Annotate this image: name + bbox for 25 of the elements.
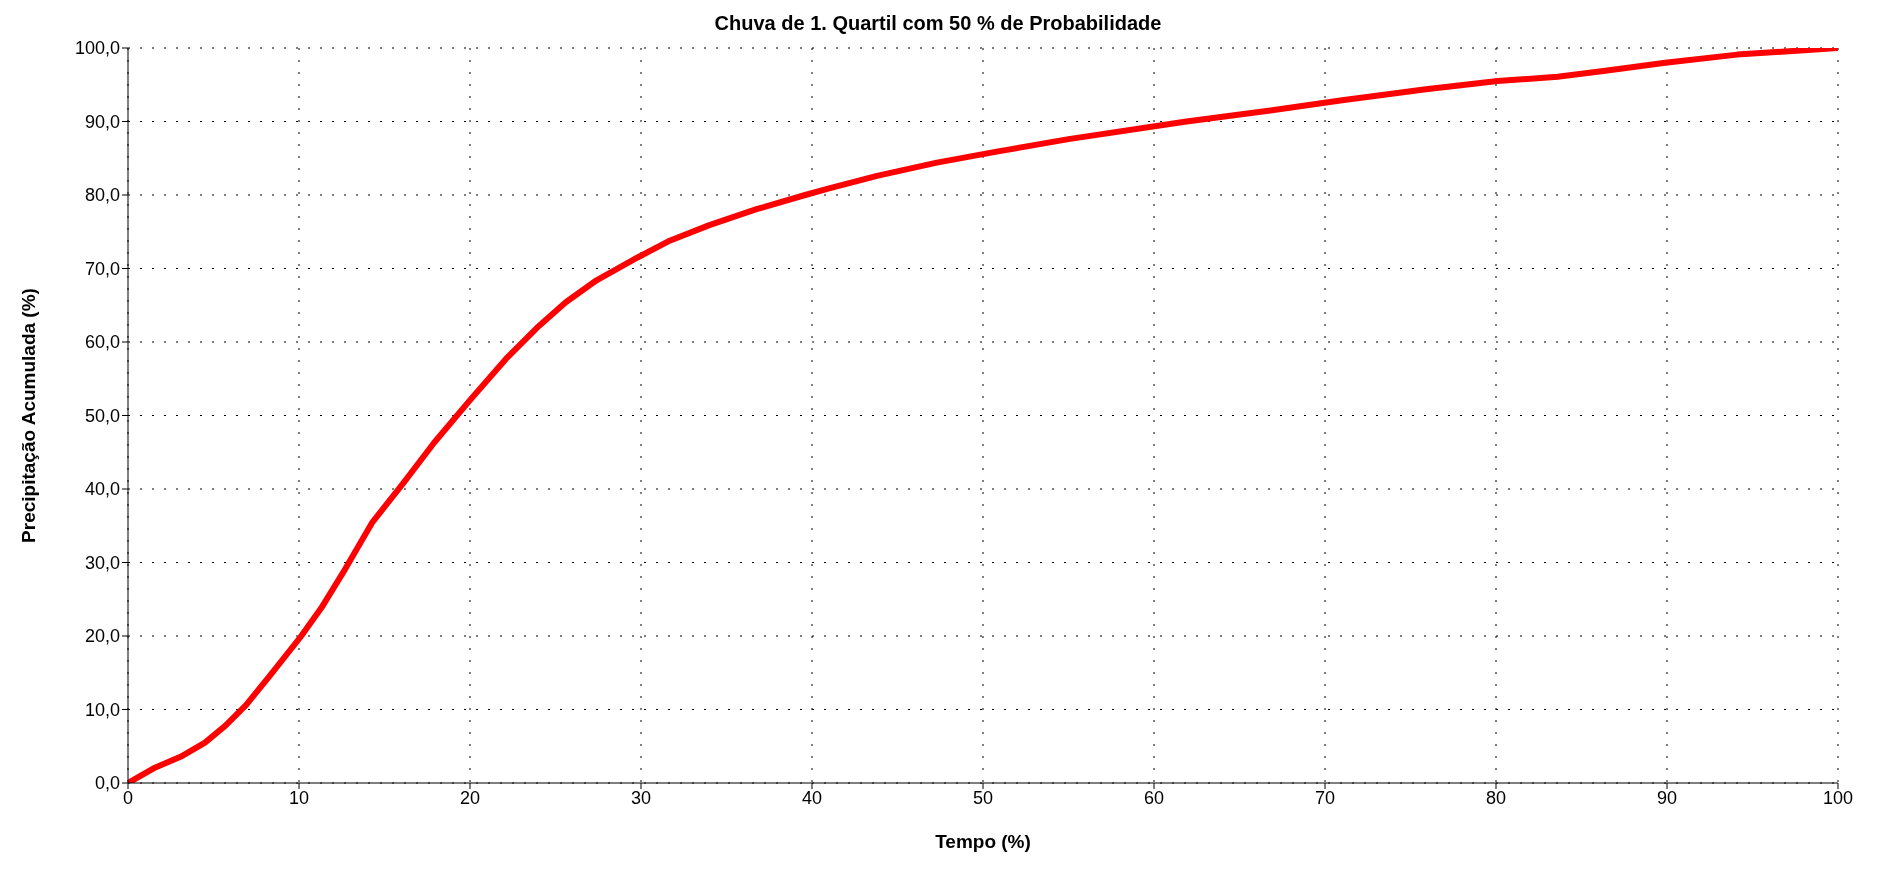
x-tick-label: 80 <box>1485 787 1507 808</box>
y-tick-label: 20,0 <box>84 626 120 647</box>
x-tick-label: 10 <box>288 787 310 808</box>
y-tick-label: 40,0 <box>84 479 120 500</box>
y-tick-label: 70,0 <box>84 258 120 279</box>
y-tick-label: 80,0 <box>84 185 120 206</box>
x-tick-label: 30 <box>630 787 652 808</box>
y-axis-title: Precipitação Acumulada (%) <box>17 288 39 543</box>
y-tick-label: 10,0 <box>84 699 120 720</box>
y-tick-label: 90,0 <box>84 111 120 132</box>
x-axis-title: Tempo (%) <box>935 831 1031 852</box>
x-tick-label: 0 <box>122 787 134 808</box>
x-tick-label: 50 <box>972 787 994 808</box>
x-tick-label: 20 <box>459 787 481 808</box>
chart-title: Chuva de 1. Quartil com 50 % de Probabilidade <box>713 12 1163 35</box>
x-tick-label: 70 <box>1314 787 1336 808</box>
y-tick-label: 100,0 <box>74 38 120 59</box>
x-tick-label: 60 <box>1143 787 1165 808</box>
x-tick-label: 90 <box>1656 787 1678 808</box>
y-tick-label: 60,0 <box>84 332 120 353</box>
y-tick-label: 50,0 <box>84 405 120 426</box>
y-tick-label: 0,0 <box>94 773 120 794</box>
x-tick-label: 100 <box>1822 787 1854 808</box>
y-tick-label: 30,0 <box>84 552 120 573</box>
x-tick-label: 40 <box>801 787 823 808</box>
